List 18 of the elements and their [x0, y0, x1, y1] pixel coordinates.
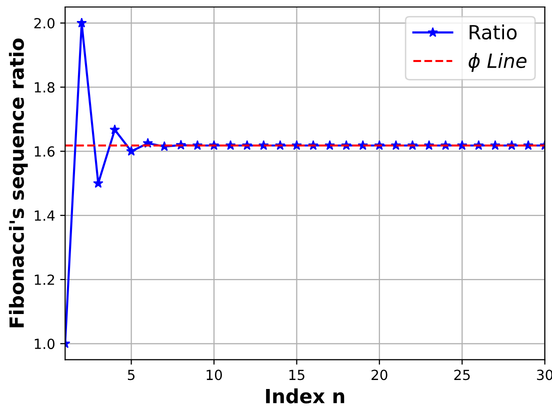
x-tick-label: 5 [128, 370, 135, 380]
legend-label: ϕ Line [468, 53, 526, 72]
x-tick-label: 10 [206, 370, 222, 380]
y-tick-label: 1.2 [34, 274, 54, 285]
y-tick-label: 2.0 [34, 18, 54, 29]
y-tick-label: 1.6 [34, 146, 55, 157]
x-tick-label: 25 [454, 370, 470, 380]
point [126, 146, 136, 156]
x-tick-label: 20 [372, 370, 388, 380]
y-tick-label: 1.8 [34, 82, 54, 93]
y-tick-label: 1.4 [34, 210, 55, 221]
point [110, 124, 120, 134]
point [76, 18, 87, 28]
y-axis-title: Fibonacci's sequence ratio [8, 38, 28, 328]
x-tick-label: 15 [289, 370, 304, 380]
y-tick-label: 1.0 [34, 338, 54, 350]
legend-label: Ratio [470, 24, 517, 40]
x-axis-title: Index n [266, 388, 344, 404]
